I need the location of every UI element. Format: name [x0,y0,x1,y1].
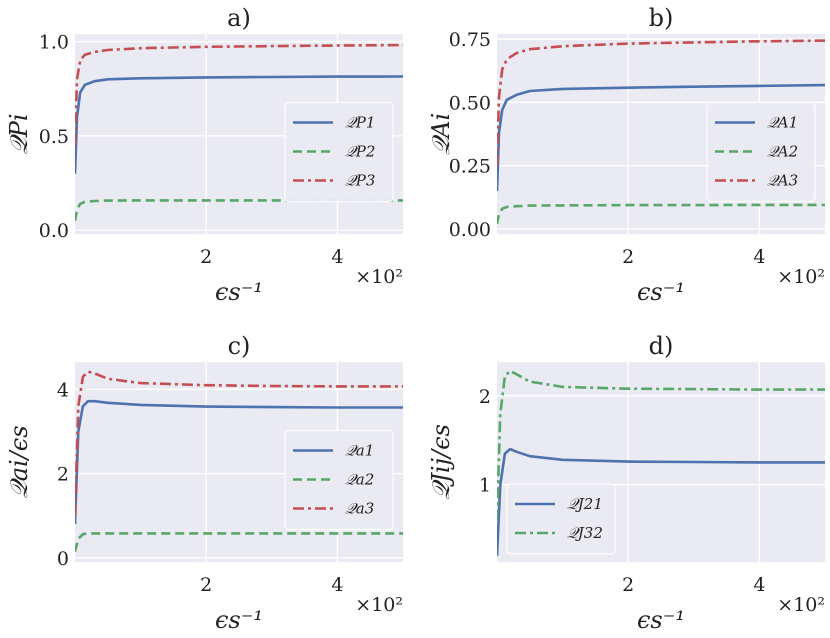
series-line-1 [497,83,825,192]
legend-box [284,101,394,203]
x-tick-label: 4 [331,574,343,596]
series-line-3 [75,370,403,516]
legend: 𝒬A1 𝒬A2 𝒬A3 [706,101,816,203]
x-tick-label: 2 [622,246,634,268]
series-line-2 [497,203,825,225]
y-tick-label: 2 [479,386,491,408]
series-line-2 [497,369,825,521]
legend-label: 𝒬A1 [767,114,798,132]
y-tick-label: 0 [57,548,69,570]
series-line-3 [75,43,403,146]
y-tick-label: 0.50 [449,92,491,114]
legend-label: 𝒬J21 [567,495,603,513]
panel-title: b) [649,4,674,32]
y-tick-label: 4 [57,379,69,401]
panel-4: 2 4 1 2 d) ϵs⁻¹ ×10² 𝒬Jij/ϵs 𝒬J21 𝒬J32 [427,332,825,634]
legend: 𝒬P1 𝒬P2 𝒬P3 [284,101,394,203]
x-axis-label: ϵs⁻¹ [637,278,685,306]
legend-box [284,429,394,531]
series-line-2 [75,532,403,552]
y-tick-label: 0.0 [39,220,69,242]
y-tick-label: 0.25 [449,156,491,178]
x-multiplier: ×10² [777,266,825,288]
legend: 𝒬a1 𝒬a2 𝒬a3 [284,429,394,531]
y-axis-label: 𝒬Pi [5,113,33,154]
x-axis-label: ϵs⁻¹ [215,278,263,306]
y-tick-label: 1.0 [39,32,69,54]
series-line-3 [497,39,825,166]
y-tick-label: 2 [57,464,69,486]
x-axis-label: ϵs⁻¹ [215,606,263,634]
legend-label: 𝒬P3 [345,172,375,190]
legend: 𝒬J21 𝒬J32 [506,483,616,555]
legend-label: 𝒬a2 [345,471,374,489]
x-multiplier: ×10² [355,266,403,288]
x-tick-label: 4 [753,246,765,268]
series-line-1 [497,447,825,556]
y-tick-label: 1 [479,475,491,497]
x-tick-label: 4 [753,574,765,596]
panel-title: a) [227,4,251,32]
x-tick-label: 2 [622,574,634,596]
panel-title: c) [228,332,251,360]
panel-title: d) [649,332,674,360]
series-line-1 [75,75,403,174]
panel-3: 2 4 0 2 4 c) ϵs⁻¹ ×10² 𝒬ai/ϵs 𝒬a1 𝒬a2 𝒬a3 [5,332,403,634]
legend-label: 𝒬P2 [345,143,375,161]
legend-label: 𝒬a3 [345,500,374,518]
legend-box [506,483,616,555]
legend-label: 𝒬P1 [345,114,375,132]
y-axis-label: 𝒬Jij/ϵs [427,424,455,500]
y-axis-label: 𝒬Ai [427,113,455,155]
y-tick-label: 0.5 [39,126,69,148]
y-tick-label: 0.00 [449,219,491,241]
legend-label: 𝒬A3 [767,172,798,190]
x-multiplier: ×10² [777,594,825,616]
panel-1: 2 4 0.0 0.5 1.0 a) ϵs⁻¹ ×10² 𝒬Pi 𝒬P1 𝒬P2 𝒬P3 [5,4,403,306]
legend-label: 𝒬a1 [345,442,374,460]
legend-box [706,101,816,203]
x-multiplier: ×10² [355,594,403,616]
x-tick-label: 4 [331,246,343,268]
panel-2: 2 4 0.00 0.25 0.50 0.75 b) ϵs⁻¹ ×10² 𝒬Ai 𝒬A1 𝒬A2 𝒬A3 [427,4,825,306]
x-axis-label: ϵs⁻¹ [637,606,685,634]
x-tick-label: 2 [200,574,212,596]
legend-label: 𝒬A2 [767,143,798,161]
y-tick-label: 0.75 [449,29,491,51]
x-tick-label: 2 [200,246,212,268]
y-axis-label: 𝒬ai/ϵs [5,425,33,498]
series-line-1 [75,399,403,525]
legend-label: 𝒬J32 [567,524,603,542]
